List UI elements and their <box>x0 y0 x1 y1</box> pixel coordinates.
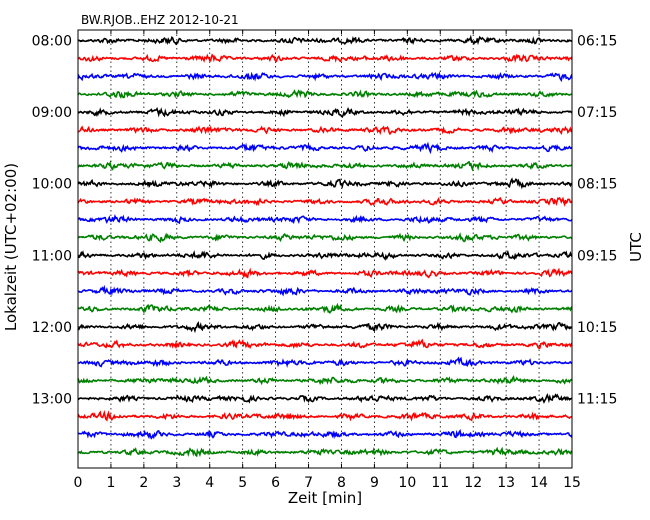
x-tick-label: 10 <box>398 475 416 491</box>
seismic-trace <box>77 160 573 172</box>
left-tick-label: 12:00 <box>32 320 72 336</box>
seismic-trace <box>77 34 573 46</box>
seismic-trace <box>77 89 573 100</box>
x-tick-label: 13 <box>497 475 515 491</box>
left-tick-label: 11:00 <box>32 248 72 264</box>
seismic-trace <box>77 429 573 440</box>
seismic-trace <box>77 106 573 118</box>
seismic-trace <box>77 214 573 225</box>
x-tick-label: 11 <box>431 475 449 491</box>
right-tick-label: 07:15 <box>577 105 617 121</box>
seismic-trace <box>77 393 573 404</box>
right-tick-label: 10:15 <box>577 320 617 336</box>
x-tick-label: 14 <box>530 475 548 491</box>
ticks <box>77 30 573 468</box>
x-tick-label: 6 <box>271 475 280 491</box>
seismic-trace <box>77 302 573 315</box>
seismic-trace <box>77 249 573 261</box>
seismic-trace <box>77 141 573 155</box>
left-tick-label: 13:00 <box>32 392 72 408</box>
seismic-trace <box>77 71 573 83</box>
seismic-trace <box>77 232 573 244</box>
x-tick-label: 9 <box>370 475 379 491</box>
seismic-trace <box>77 267 573 279</box>
left-axis-title: Lokalzeit (UTC+02:00) <box>2 163 20 331</box>
x-tick-label: 4 <box>205 475 214 491</box>
x-tick-label: 3 <box>172 475 181 491</box>
seismic-trace <box>77 320 573 334</box>
right-tick-label: 09:15 <box>577 248 617 264</box>
x-tick-label: 7 <box>304 475 313 491</box>
x-tick-label: 5 <box>238 475 247 491</box>
right-tick-label: 06:15 <box>577 34 617 50</box>
x-tick-label: 15 <box>563 475 581 491</box>
traces <box>77 34 573 458</box>
seismic-trace <box>77 196 573 207</box>
left-tick-label: 09:00 <box>32 105 72 121</box>
right-tick-label: 08:15 <box>577 177 617 193</box>
x-tick-label: 2 <box>139 475 148 491</box>
seismic-trace <box>77 284 573 297</box>
seismic-trace <box>77 374 573 386</box>
chart-title: BW.RJOB..EHZ 2012-10-21 <box>81 13 239 27</box>
seismic-trace <box>77 446 573 458</box>
grid <box>110 30 540 468</box>
x-tick-label: 12 <box>464 475 482 491</box>
seismic-trace <box>77 409 573 422</box>
left-tick-label: 10:00 <box>32 177 72 193</box>
x-tick-label: 8 <box>337 475 346 491</box>
seismic-trace <box>77 356 573 369</box>
seismic-trace <box>77 125 573 136</box>
plot-frame <box>77 29 573 469</box>
right-tick-label: 11:15 <box>577 392 617 408</box>
x-tick-label: 0 <box>74 475 83 491</box>
seismic-trace <box>77 338 573 350</box>
seismic-trace <box>77 177 573 190</box>
x-axis-title: Zeit [min] <box>288 489 362 507</box>
x-tick-label: 1 <box>106 475 115 491</box>
right-axis-title: UTC <box>627 232 645 262</box>
seismic-trace <box>77 53 573 64</box>
tick-labels: 0 1 2 3 4 5 6 7 8 9 10 11 12 13 14 1508:0009:0010:0011:… <box>32 34 618 492</box>
left-tick-label: 08:00 <box>32 34 72 50</box>
